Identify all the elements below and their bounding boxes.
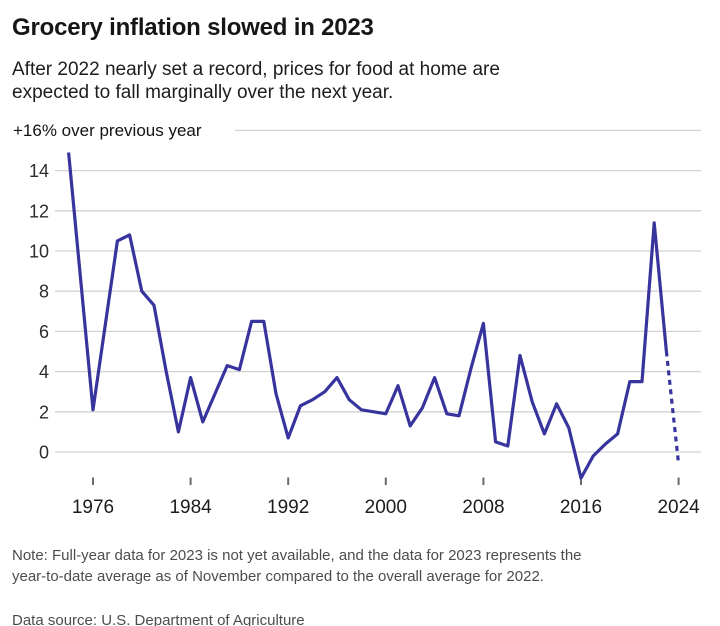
y-axis-label: 10 [29,242,49,262]
inflation-series-solid [67,152,668,480]
y-axis-label: 2 [39,402,49,422]
y-axis-label: 12 [29,201,49,221]
chart-subtitle-line1: After 2022 nearly set a record, prices f… [12,59,500,80]
y-axis-label: 4 [39,362,49,382]
x-axis-label: 2024 [657,497,700,518]
y-axis-unit-label: +16% over previous year [13,121,202,140]
page-title: Grocery inflation slowed in 2023 [12,14,374,41]
y-axis-label: 0 [39,443,49,463]
chart-subtitle: After 2022 nearly set a record, prices f… [12,58,500,104]
x-axis-label: 1984 [169,497,212,518]
x-axis-label: 1992 [267,497,309,518]
data-source: Data source: U.S. Department of Agricult… [12,612,305,626]
gridline-layer [55,129,701,453]
chart-note-line2: year-to-date average as of November comp… [12,567,544,585]
x-axis-label: 1976 [72,497,114,518]
y-axis-label: 6 [39,322,49,342]
series-layer [67,152,681,480]
x-axis-label: 2000 [365,497,407,518]
axis-layer: 0 2 4 6 8 10 12 14 1976 1984 1992 2000 2008 2016 2024 [29,161,700,518]
chart-note-line1: Note: Full-year data for 2023 is not yet… [12,547,582,564]
x-axis-label: 2008 [462,497,504,518]
x-axis-label: 2016 [560,497,602,518]
inflation-series-forecast-dashed [664,351,681,465]
y-axis-label: 8 [39,282,49,302]
chart-subtitle-line2: expected to fall marginally over the nex… [12,82,394,103]
y-axis-label: 14 [29,161,49,181]
chart-footer: Note: Full-year data for 2023 is not yet… [12,546,582,626]
